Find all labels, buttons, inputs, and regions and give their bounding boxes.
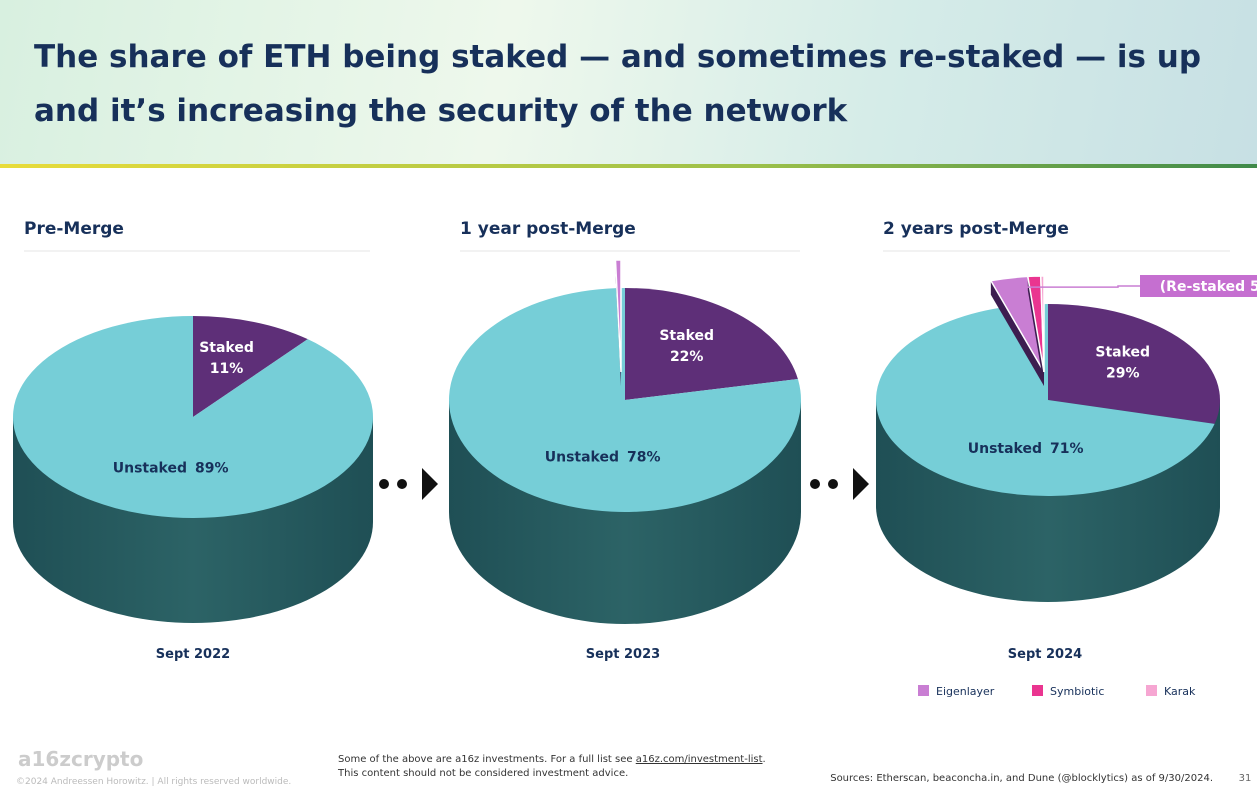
slide-title: The share of ETH being staked — and some…	[34, 39, 1202, 129]
slice-value: 78%	[627, 450, 661, 466]
disclaimer: Some of the above are a16z investments. …	[338, 754, 766, 765]
disclaimer: This content should not be considered in…	[338, 768, 629, 779]
disclaimer-text: .	[762, 754, 766, 765]
disclaimer-text: Some of the above are a16z investments. …	[338, 754, 636, 765]
arrow	[379, 468, 869, 500]
slice-label: Staked	[659, 328, 714, 344]
pie-slice	[875, 304, 1215, 497]
callout-box	[1140, 275, 1257, 297]
brand: a16zcrypto	[18, 747, 143, 771]
slice-label: Staked	[199, 340, 254, 356]
link[interactable]: a16z.com/investment-list	[635, 754, 763, 765]
chart-caption: Sept 2023	[586, 647, 660, 662]
pie-slice	[13, 316, 374, 518]
slice-label: Unstaked	[113, 461, 187, 477]
copyright: ©2024 Andreessen Horowitz. | All rights …	[16, 777, 291, 787]
legend-swatch	[918, 685, 929, 696]
chart-subtitle: 2 years post-Merge	[883, 219, 1069, 239]
callout-line	[1027, 285, 1140, 288]
pie-slice	[1048, 304, 1221, 424]
legend-swatch	[1032, 685, 1043, 696]
slice-value: 22%	[670, 349, 704, 365]
chart-subtitle: 1 year post-Merge	[460, 219, 636, 239]
legend-label: Eigenlayer	[936, 685, 995, 698]
legend-label: Symbiotic	[1050, 685, 1104, 698]
slice-value: 71%	[1050, 441, 1084, 457]
pie-slice	[449, 288, 801, 512]
pie-slice	[625, 288, 798, 400]
slice-label: Unstaked	[968, 441, 1042, 457]
page-number: 31	[1239, 773, 1252, 784]
restaked-side	[990, 280, 1044, 386]
sources: Sources: Etherscan, beaconcha.in, and Du…	[830, 773, 1213, 784]
restaked-slice	[1039, 275, 1045, 373]
chart-caption: Sept 2024	[1008, 647, 1082, 662]
chart-caption: Sept 2022	[156, 647, 230, 662]
slice-value: 11%	[210, 361, 244, 377]
callout-label: (Re-staked 5%)	[1160, 279, 1257, 295]
restaked-slice	[614, 259, 622, 373]
pie-slice	[193, 316, 308, 417]
slice-label: Unstaked	[545, 450, 619, 466]
chart-subtitle: Pre-Merge	[24, 219, 124, 239]
slice-value: 29%	[1106, 366, 1140, 382]
slice-value: 89%	[195, 461, 229, 477]
legend-swatch	[1146, 685, 1157, 696]
header	[0, 0, 1257, 168]
legend-label: Karak	[1164, 685, 1196, 698]
slice-label: Staked	[1095, 345, 1150, 361]
